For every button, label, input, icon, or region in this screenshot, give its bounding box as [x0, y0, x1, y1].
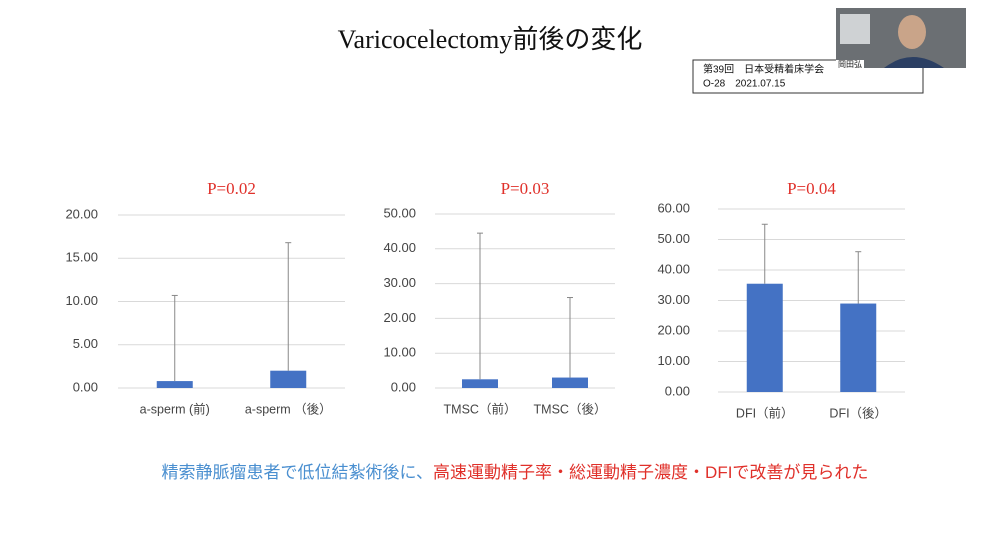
y-tick-label: 10.00 [657, 353, 690, 368]
y-tick-label: 5.00 [73, 336, 98, 351]
video-window [840, 14, 870, 44]
error-bar [855, 251, 862, 304]
badge-line: 第39回 日本受精着床学会 [703, 63, 824, 76]
x-tick-label: TMSC（後） [534, 402, 607, 416]
x-tick-label: TMSC（前） [444, 401, 517, 416]
x-tick-label: a-sperm (前) [140, 401, 210, 416]
y-tick-label: 10.00 [65, 293, 98, 308]
y-tick-label: 15.00 [65, 250, 98, 265]
bar [270, 370, 307, 388]
slide-title: Varicocelectomy前後の変化 [338, 25, 643, 54]
chart-title: P=0.03 [501, 179, 550, 198]
video-body [884, 57, 944, 68]
badge-line: O-28 2021.07.15 [703, 79, 786, 90]
caption: 精索静脈瘤患者で低位結紮術後に、高速運動精子率・総運動精子濃度・DFIで改善が見… [162, 463, 869, 482]
y-tick-label: 10.00 [383, 345, 416, 360]
y-tick-label: 40.00 [657, 261, 690, 276]
error-bar [171, 294, 178, 382]
chart-title: P=0.04 [787, 179, 836, 198]
y-tick-label: 0.00 [73, 379, 98, 394]
y-tick-label: 20.00 [65, 206, 98, 221]
error-bar [285, 242, 292, 371]
video-name-bg [836, 60, 864, 70]
video-face [898, 15, 926, 49]
y-tick-label: 40.00 [383, 240, 416, 255]
error-bar [477, 232, 483, 380]
chart-title: P=0.02 [207, 179, 256, 198]
y-tick-label: 30.00 [383, 275, 416, 290]
x-tick-label: DFI（前） [736, 405, 794, 420]
video-name: 岡田弘 [838, 60, 862, 69]
caption-blue: 精索静脈瘤患者で低位結紮術後に、 [162, 463, 434, 482]
y-tick-label: 20.00 [657, 322, 690, 337]
bar [462, 379, 498, 388]
y-tick-label: 60.00 [657, 200, 690, 215]
bar [156, 381, 193, 388]
video-feed: 岡田弘 [836, 8, 966, 70]
caption-red: 高速運動精子率・総運動精子濃度・DFIで改善が見られた [433, 463, 868, 482]
bar [746, 283, 783, 392]
y-tick-label: 50.00 [657, 231, 690, 246]
y-tick-label: 0.00 [665, 383, 690, 398]
y-tick-label: 30.00 [657, 292, 690, 307]
y-tick-label: 50.00 [383, 205, 416, 220]
y-tick-label: 0.00 [391, 379, 416, 394]
bar [840, 303, 877, 392]
y-tick-label: 20.00 [383, 310, 416, 325]
x-tick-label: a-sperm （後） [245, 402, 332, 416]
error-bar [761, 223, 768, 284]
error-bar [567, 297, 573, 378]
bar [552, 377, 588, 388]
x-tick-label: DFI（後） [829, 406, 887, 420]
